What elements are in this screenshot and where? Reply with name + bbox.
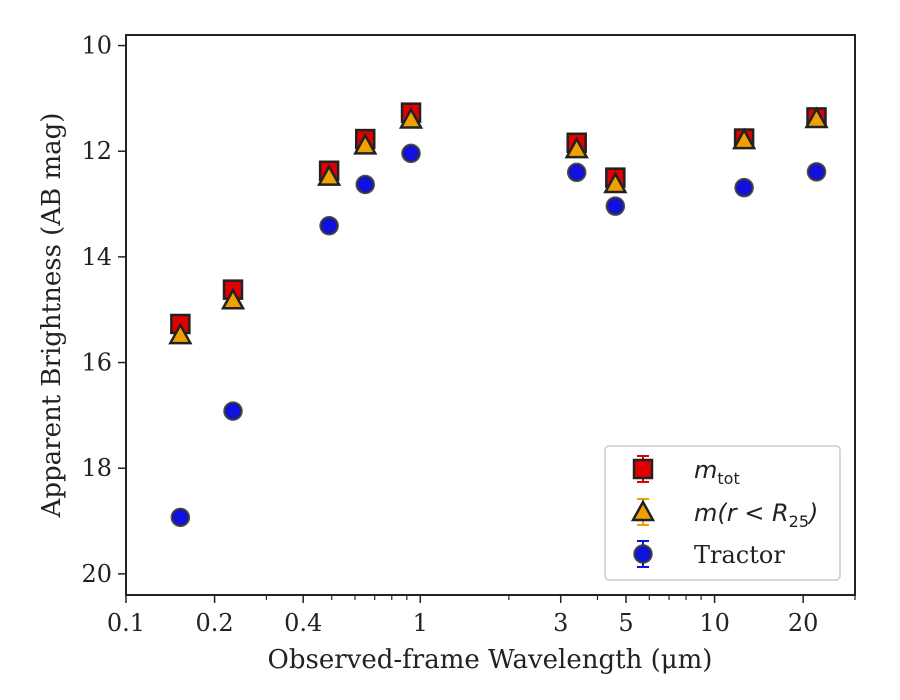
mr25-point-1 xyxy=(220,287,246,310)
legend-box xyxy=(604,445,841,581)
legend-label-tractor: Tractor xyxy=(694,541,785,569)
mr25-point-8 xyxy=(804,106,829,129)
tractor-point-3 xyxy=(355,174,375,195)
y-tick-label-4: 18 xyxy=(81,454,112,482)
tractor-point-5 xyxy=(566,162,587,183)
tractor-point-7 xyxy=(734,177,754,198)
legend: mtot m(r < R25) Tractor xyxy=(604,445,841,581)
y-tick-label-1: 12 xyxy=(81,137,112,165)
x-tick-label-5: 5 xyxy=(618,609,633,637)
x-tick-label-7: 20 xyxy=(788,609,819,637)
x-tick-label-0: 0.1 xyxy=(107,609,145,637)
x-tick-label-1: 0.2 xyxy=(196,609,234,637)
x-tick-label-2: 0.4 xyxy=(284,609,322,637)
tractor-point-6 xyxy=(605,196,626,216)
mr25-point-0 xyxy=(168,322,193,345)
legend-item-tractor: Tractor xyxy=(633,540,785,569)
y-tick-label-0: 10 xyxy=(81,32,112,60)
legend-label-mtot: mtot xyxy=(694,456,740,488)
legend-marker-mr25 xyxy=(630,499,656,522)
y-axis-ticks: 10 12 14 16 18 20 xyxy=(81,32,126,588)
x-tick-label-6: 10 xyxy=(699,609,730,637)
x-axis-label: Observed-frame Wavelength (μm) xyxy=(268,645,713,675)
legend-label-mr25: m(r < R25) xyxy=(694,499,818,531)
y-tick-label-3: 16 xyxy=(81,349,112,377)
series-tractor xyxy=(170,143,827,528)
tractor-point-2 xyxy=(319,215,339,236)
legend-item-mtot: mtot xyxy=(632,455,740,488)
tractor-point-4 xyxy=(401,143,421,164)
x-axis-ticks: 0.1 0.2 0.4 1 3 5 10 20 xyxy=(107,595,856,637)
data-series xyxy=(168,102,829,528)
mr25-point-5 xyxy=(564,136,589,159)
y-axis-label: Apparent Brightness (AB mag) xyxy=(37,113,67,519)
y-tick-label-5: 20 xyxy=(81,560,112,588)
tractor-point-0 xyxy=(170,507,191,528)
y-tick-label-2: 14 xyxy=(81,243,112,271)
legend-marker-mtot xyxy=(632,458,654,480)
x-tick-label-4: 3 xyxy=(553,609,568,637)
series-mr25 xyxy=(168,106,829,345)
plot-frame xyxy=(125,34,856,596)
mr25-point-2 xyxy=(316,164,342,186)
tractor-point-1 xyxy=(223,401,243,421)
mr25-point-7 xyxy=(732,127,757,150)
x-tick-label-3: 1 xyxy=(413,609,428,637)
mr25-point-4 xyxy=(398,106,424,129)
mr25-point-6 xyxy=(603,171,628,194)
mr25-point-3 xyxy=(353,132,378,155)
tractor-point-8 xyxy=(806,162,827,182)
legend-marker-tractor xyxy=(633,544,653,564)
legend-item-mr25: m(r < R25) xyxy=(630,498,818,531)
